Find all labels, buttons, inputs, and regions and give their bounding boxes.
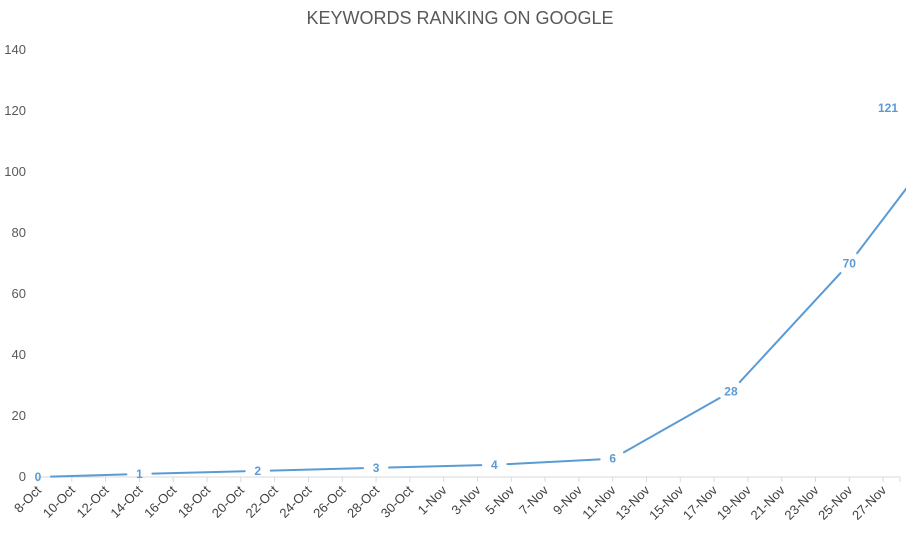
data-label: 6 — [609, 452, 616, 466]
x-tick-label: 26-Oct — [310, 482, 348, 520]
y-tick-label: 40 — [12, 347, 26, 362]
x-tick-label: 17-Nov — [680, 482, 721, 523]
series-line-segment — [49, 473, 128, 478]
y-tick-label: 140 — [4, 42, 26, 57]
x-tick-label: 1-Nov — [415, 482, 450, 517]
y-tick-label: 100 — [4, 164, 26, 179]
x-tick-label: 18-Oct — [175, 482, 213, 520]
x-tick-label: 25-Nov — [815, 482, 856, 523]
x-tick-label: 12-Oct — [74, 482, 112, 520]
x-tick-label: 28-Oct — [344, 482, 382, 520]
x-tick-label: 15-Nov — [646, 482, 687, 523]
series-line-segment — [388, 464, 483, 469]
x-tick-label: 7-Nov — [516, 482, 551, 517]
x-tick-label: 23-Nov — [781, 482, 822, 523]
series-line-segment — [622, 397, 721, 454]
x-tick-label: 13-Nov — [612, 482, 653, 523]
series-line-segment — [738, 272, 842, 384]
y-tick-label: 60 — [12, 286, 26, 301]
y-tick-label: 20 — [12, 408, 26, 423]
x-tick-label: 19-Nov — [714, 482, 755, 523]
series-line-segment — [269, 467, 365, 472]
data-labels: 0 1 2 3 4 6 28 70 121 — [35, 101, 899, 484]
data-label: 121 — [878, 101, 898, 115]
data-label: 2 — [254, 464, 261, 478]
series-layer — [49, 187, 906, 478]
data-label: 4 — [491, 458, 498, 472]
data-label: 1 — [136, 467, 143, 481]
x-tick-label: 3-Nov — [448, 482, 483, 517]
x-tick-label: 27-Nov — [849, 482, 890, 523]
data-label: 70 — [843, 257, 857, 271]
y-tick-label: 0 — [19, 469, 26, 484]
x-tick-label: 14-Oct — [107, 482, 145, 520]
x-tick-label: 20-Oct — [209, 482, 247, 520]
y-tick-label: 120 — [4, 103, 26, 118]
data-label: 28 — [724, 385, 738, 399]
series-line-segment — [506, 458, 601, 466]
x-tick-label: 5-Nov — [482, 482, 517, 517]
x-tick-label: 30-Oct — [378, 482, 416, 520]
x-tick-label: 24-Oct — [276, 482, 314, 520]
x-axis: 8-Oct10-Oct12-Oct14-Oct16-Oct18-Oct20-Oc… — [11, 476, 901, 523]
x-tick-label: 16-Oct — [141, 482, 179, 520]
x-tick-label: 21-Nov — [748, 482, 789, 523]
series-line-segment — [856, 187, 906, 255]
x-tick-label: 10-Oct — [40, 482, 78, 520]
y-axis: 0 20 40 60 80 100 120 140 — [4, 42, 26, 484]
x-tick-label: 22-Oct — [243, 482, 281, 520]
data-label: 0 — [35, 470, 42, 484]
y-tick-label: 80 — [12, 225, 26, 240]
x-tick-label: 11-Nov — [579, 482, 619, 522]
chart-title: KEYWORDS RANKING ON GOOGLE — [306, 8, 613, 28]
data-label: 3 — [373, 461, 380, 475]
series-line-segment — [151, 470, 246, 475]
